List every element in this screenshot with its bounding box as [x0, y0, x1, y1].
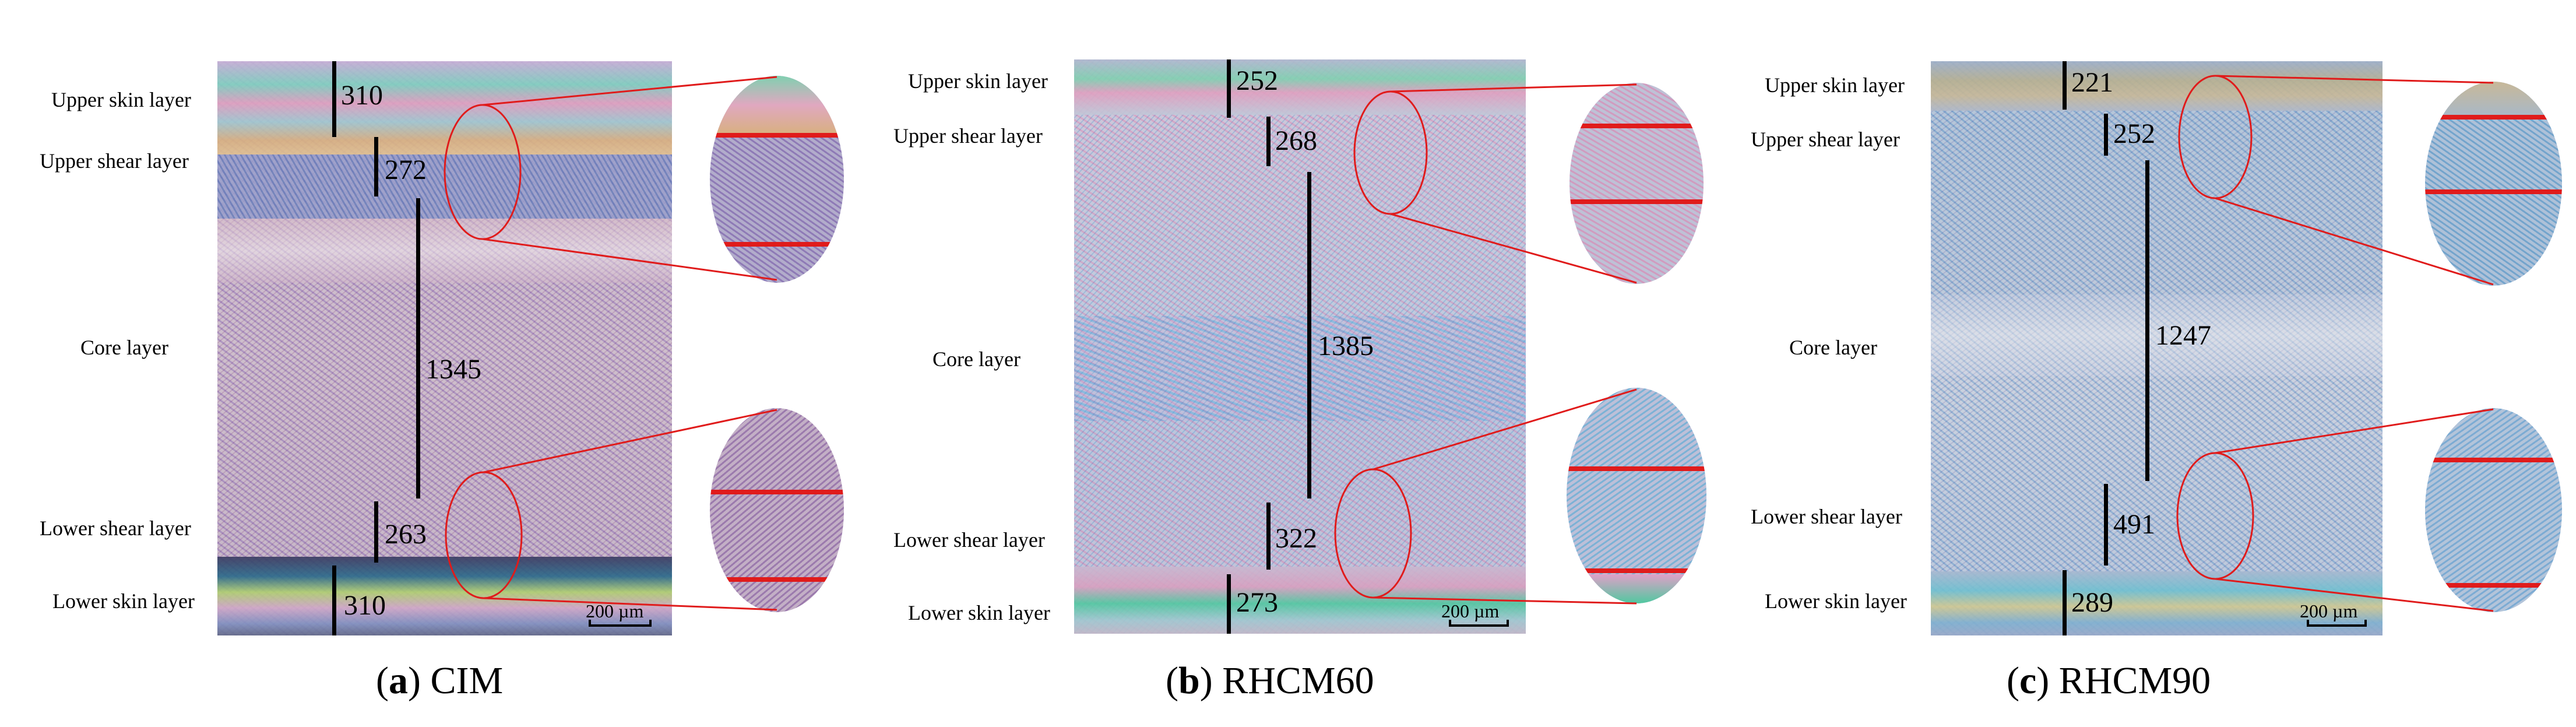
thickness-line-lower-skin — [2063, 570, 2067, 635]
label-lower-skin: Lower skin layer — [908, 601, 1050, 624]
thickness-line-core — [1307, 172, 1311, 498]
label-core: Core layer — [932, 347, 1020, 371]
thickness-line-lower-shear — [374, 501, 378, 563]
zoom-upper — [710, 76, 844, 283]
caption-letter: b — [1178, 659, 1200, 702]
thickness-lower-skin: 289 — [2071, 587, 2113, 618]
label-lower-shear: Lower shear layer — [893, 528, 1045, 552]
label-lower-shear: Lower shear layer — [40, 517, 191, 540]
thickness-line-upper-skin — [332, 61, 336, 137]
panel-a: Upper skin layer Upper shear layer Core … — [0, 0, 858, 727]
label-upper-shear: Upper shear layer — [1751, 128, 1900, 151]
scale-bar — [2307, 620, 2367, 627]
label-upper-skin: Upper skin layer — [1765, 73, 1905, 97]
caption-letter: c — [2019, 659, 2037, 702]
thickness-upper-skin: 221 — [2071, 67, 2113, 98]
caption-text: RHCM60 — [1222, 659, 1374, 702]
label-lower-shear: Lower shear layer — [1751, 505, 1902, 528]
scale-bar — [1449, 620, 1509, 627]
thickness-core: 1345 — [425, 354, 481, 385]
thickness-upper-shear: 272 — [385, 154, 427, 185]
thickness-line-upper-shear — [1266, 117, 1271, 166]
thickness-line-core — [2145, 160, 2149, 481]
scale-label: 200 µm — [2300, 600, 2358, 621]
caption: (c) RHCM90 — [2007, 659, 2211, 702]
caption-letter: a — [388, 659, 408, 702]
panel-c: Upper skin layer Upper shear layer Core … — [1717, 0, 2576, 727]
zoom-upper — [1569, 83, 1704, 284]
label-lower-skin: Lower skin layer — [1765, 589, 1907, 613]
label-upper-skin: Upper skin layer — [908, 69, 1048, 93]
panel-b: Upper skin layer Upper shear layer Core … — [858, 0, 1717, 727]
scale-bar — [589, 620, 652, 627]
zoom-lower — [710, 408, 844, 612]
caption-text: CIM — [430, 659, 504, 702]
thickness-upper-skin: 310 — [341, 80, 383, 111]
label-core: Core layer — [80, 336, 168, 359]
thickness-line-core — [416, 198, 420, 498]
caption: (a) CIM — [376, 659, 504, 702]
micrograph-cim — [217, 61, 672, 635]
thickness-line-lower-skin — [332, 566, 336, 635]
thickness-upper-skin: 252 — [1236, 65, 1278, 96]
scale-label: 200 µm — [1441, 600, 1500, 621]
label-core: Core layer — [1789, 336, 1877, 359]
thickness-lower-shear: 263 — [385, 519, 427, 550]
micrograph-rhcm60 — [1074, 59, 1526, 634]
thickness-upper-shear: 268 — [1275, 125, 1317, 156]
thickness-line-lower-shear — [1266, 503, 1271, 570]
thickness-lower-skin: 310 — [344, 590, 386, 621]
label-upper-shear: Upper shear layer — [40, 149, 189, 173]
thickness-lower-shear: 491 — [2113, 509, 2155, 540]
thickness-line-upper-skin — [1227, 59, 1231, 118]
caption-text: RHCM90 — [2058, 659, 2211, 702]
zoom-upper — [2425, 82, 2562, 286]
label-upper-shear: Upper shear layer — [893, 124, 1043, 147]
label-lower-skin: Lower skin layer — [52, 589, 195, 613]
thickness-line-upper-shear — [374, 137, 378, 196]
thickness-upper-shear: 252 — [2113, 118, 2155, 149]
thickness-core: 1247 — [2155, 320, 2211, 351]
thickness-line-lower-shear — [2104, 484, 2108, 566]
thickness-line-lower-skin — [1227, 574, 1231, 634]
thickness-line-upper-shear — [2104, 114, 2108, 156]
thickness-core: 1385 — [1318, 331, 1374, 361]
label-upper-skin: Upper skin layer — [51, 88, 191, 111]
zoom-lower — [1567, 388, 1706, 603]
thickness-line-upper-skin — [2063, 61, 2067, 110]
thickness-lower-shear: 322 — [1275, 523, 1317, 554]
zoom-lower — [2425, 408, 2562, 612]
thickness-lower-skin: 273 — [1236, 587, 1278, 618]
scale-label: 200 µm — [586, 600, 644, 621]
caption: (b) RHCM60 — [1166, 659, 1374, 702]
